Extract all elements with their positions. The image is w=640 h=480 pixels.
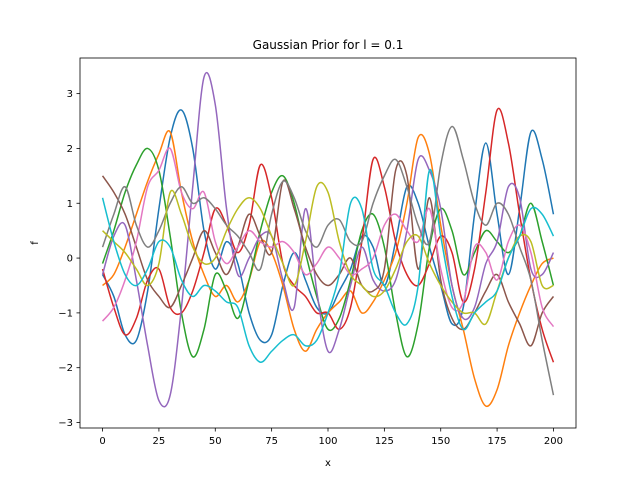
x-tick-label: 175 <box>488 436 507 447</box>
x-tick-label: 200 <box>544 436 563 447</box>
chart-title: Gaussian Prior for l = 0.1 <box>253 38 404 52</box>
y-axis-label: f <box>30 241 41 245</box>
y-tick-label: 3 <box>67 89 73 100</box>
y-tick-label: 2 <box>67 144 73 155</box>
x-tick-label: 75 <box>265 436 278 447</box>
x-tick-label: 0 <box>99 436 105 447</box>
y-tick-label: −2 <box>58 363 73 374</box>
y-tick-label: 0 <box>67 254 73 265</box>
x-tick-label: 150 <box>431 436 450 447</box>
y-tick-label: −3 <box>58 418 73 429</box>
y-tick-label: −1 <box>58 308 73 319</box>
x-tick-label: 25 <box>153 436 166 447</box>
x-tick-label: 100 <box>318 436 337 447</box>
y-tick-label: 1 <box>67 199 73 210</box>
x-tick-label: 50 <box>209 436 222 447</box>
x-tick-label: 125 <box>375 436 394 447</box>
x-axis-label: x <box>325 458 331 469</box>
